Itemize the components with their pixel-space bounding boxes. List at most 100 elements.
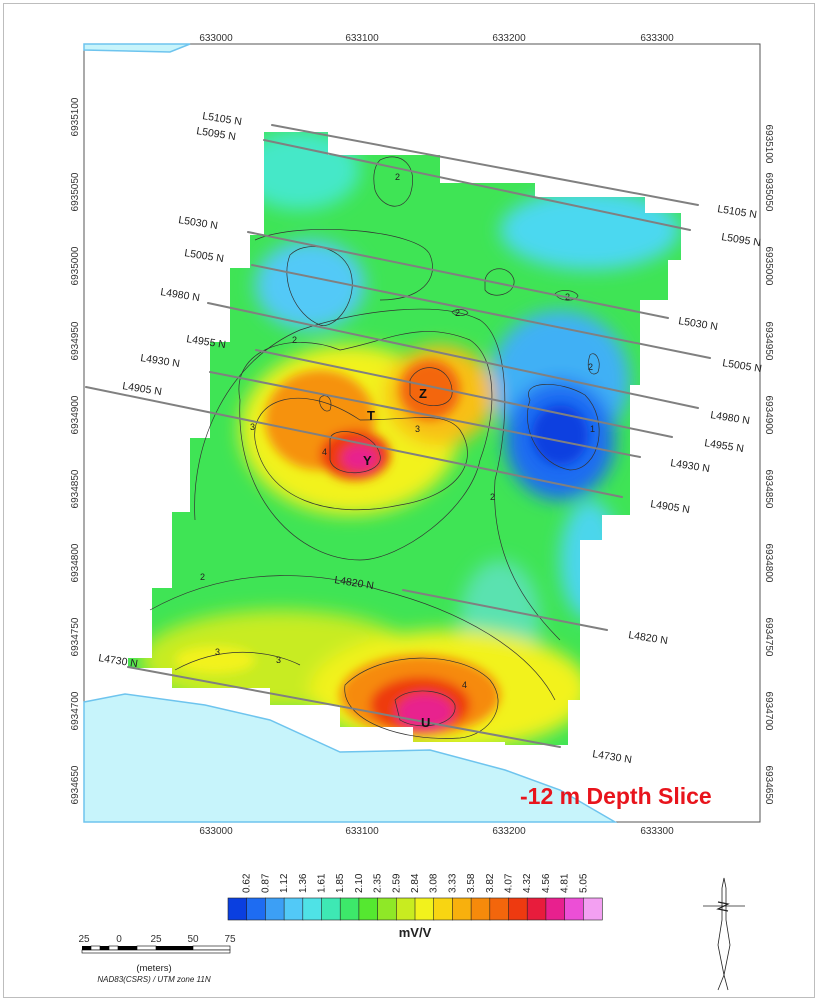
legend-value: 3.08 [429, 873, 440, 893]
legend-value: 0.87 [260, 873, 271, 893]
depth-slice-label: -12 m Depth Slice [520, 783, 712, 809]
easting-tick: 633300 [640, 33, 674, 44]
legend-value: 4.81 [560, 873, 571, 893]
northing-tick: 6934750 [70, 617, 81, 656]
survey-line [255, 349, 673, 438]
legend-unit: mV/V [399, 925, 432, 940]
scale-bar-segment [192, 945, 231, 951]
legend-value: 1.61 [317, 873, 328, 893]
legend-value: 4.07 [504, 873, 515, 893]
legend-swatch [265, 897, 285, 921]
scale-bar-tick: 25 [150, 934, 162, 945]
legend-swatch [508, 897, 528, 921]
survey-line [402, 589, 608, 631]
anomaly-label: T [367, 408, 375, 423]
legend-swatch [452, 897, 472, 921]
easting-tick: 633200 [492, 826, 526, 837]
northing-tick: 6934800 [763, 544, 774, 583]
contour-label: 3 [415, 424, 420, 434]
survey-line [209, 371, 641, 458]
northing-tick: 6934700 [70, 691, 81, 730]
legend-swatch [564, 897, 584, 921]
scale-bar-segment [136, 945, 157, 951]
survey-line [251, 264, 711, 359]
scale-bar-segment [156, 946, 193, 950]
legend-swatch [283, 897, 304, 921]
legend-value: 4.32 [522, 873, 533, 893]
northing-tick: 6935100 [763, 125, 774, 164]
legend-value: 3.33 [447, 873, 458, 893]
northing-tick: 6935000 [763, 247, 774, 286]
legend-value: 4.56 [541, 873, 552, 893]
legend-swatch [227, 897, 248, 921]
legend-value: 1.85 [335, 873, 346, 893]
northing-tick: 6935100 [70, 97, 81, 136]
easting-tick: 633000 [199, 826, 233, 837]
legend-swatch [246, 897, 266, 921]
contour-label: 3 [250, 422, 255, 432]
scale-bar: 25 0 25 50 75 [78, 934, 236, 954]
easting-tick: 633100 [345, 826, 379, 837]
scale-bar-tick: 0 [116, 934, 122, 945]
easting-tick: 633000 [199, 33, 233, 44]
legend-swatch [395, 897, 416, 921]
contour-label: 2 [292, 335, 297, 345]
legend-swatch [526, 897, 547, 921]
survey-line [85, 386, 623, 498]
water-body-north [83, 43, 191, 53]
northing-tick: 6935050 [70, 172, 81, 211]
legend-value: 3.58 [466, 873, 477, 893]
projection-label: NAD83(CSRS) / UTM zone 11N [97, 975, 211, 984]
legend-swatch [302, 897, 323, 921]
scale-bar-tick: 25 [78, 934, 90, 945]
legend-swatch [489, 897, 510, 921]
contour-label: 2 [200, 572, 205, 582]
legend-value: 0.62 [242, 873, 253, 893]
legend-value: 2.10 [354, 873, 365, 893]
anomaly-label: Z [419, 386, 427, 401]
contour-label: 2 [588, 362, 593, 372]
survey-line [127, 666, 561, 748]
contour-label: 3 [276, 655, 281, 665]
water-body-south [83, 693, 618, 823]
anomaly-label: Y [363, 453, 372, 468]
northing-right-labels: 6935100 6935050 6935000 6934950 6934900 … [763, 125, 774, 805]
northing-tick: 6934850 [763, 470, 774, 509]
legend-swatch [433, 897, 454, 921]
northing-tick: 6934850 [70, 469, 81, 508]
legend-value: 1.36 [298, 873, 309, 893]
legend-value: 5.05 [578, 873, 589, 893]
contour-label: 2 [455, 308, 460, 318]
survey-line [263, 139, 691, 231]
northing-tick: 6934750 [763, 618, 774, 657]
legend-swatch [545, 897, 566, 921]
scale-bar-segment [100, 946, 109, 950]
legend-swatch [582, 897, 603, 921]
northing-tick: 6934700 [763, 692, 774, 731]
contour-label: 2 [490, 492, 495, 502]
northing-left-labels: 6935100 6935050 6935000 6934950 6934900 … [70, 97, 81, 804]
survey-line [247, 231, 669, 319]
contour-label: 4 [462, 680, 467, 690]
color-legend: 0.62 0.87 1.12 1.36 1.61 1.85 2.10 2.35 2.59 2.84… [227, 873, 603, 940]
northing-tick: 6934650 [70, 765, 81, 804]
legend-value: 2.35 [373, 873, 384, 893]
survey-line [207, 302, 699, 409]
legend-value: 2.59 [391, 873, 402, 893]
survey-line [271, 124, 699, 206]
scale-bar-segment [108, 945, 119, 951]
northing-tick: 6934800 [70, 543, 81, 582]
easting-top-labels: 633000 633100 633200 633300 [199, 33, 674, 44]
north-arrow-icon [703, 877, 745, 991]
easting-tick: 633300 [640, 826, 674, 837]
scale-bar-caption: (meters) NAD83(CSRS) / UTM zone 11N [78, 963, 230, 985]
contour-label: 4 [322, 447, 327, 457]
contour-label: 2 [395, 172, 400, 182]
legend-value: 1.12 [279, 873, 290, 893]
survey-lines [85, 124, 711, 748]
anomaly-label: U [421, 715, 430, 730]
northing-tick: 6934650 [763, 766, 774, 805]
contour-label: 3 [215, 647, 220, 657]
northing-tick: 6934950 [763, 322, 774, 361]
